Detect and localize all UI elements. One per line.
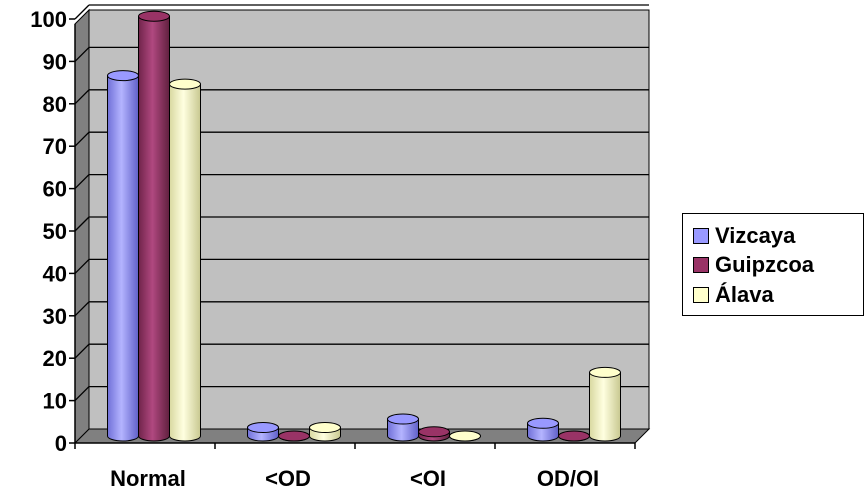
axes	[69, 18, 636, 449]
bar-alava-od	[309, 422, 341, 442]
gridline-side-40	[74, 258, 90, 274]
bar-guipzcoa-oi-top	[418, 426, 450, 438]
legend-swatch-alava	[693, 287, 709, 303]
bar-alava-normal	[169, 78, 201, 442]
plot-back-wall	[73, 8, 651, 445]
bar-alava-normal-top	[169, 78, 201, 90]
y-axis-tick-labels: 0 10 20 30 40 50 60 70 80 90 100	[30, 7, 67, 456]
bar-vizcaya-oi-top	[387, 413, 419, 425]
legend-swatch-guipzcoa	[693, 257, 709, 273]
gridline-side-20	[74, 343, 90, 359]
gridline-side-100	[74, 4, 90, 20]
bar-vizcaya-od	[247, 422, 279, 442]
x-tick-label-normal: Normal	[110, 466, 186, 491]
legend-label-vizcaya: Vizcaya	[715, 223, 796, 248]
bar-alava-od-oi-top	[589, 366, 621, 378]
gridline-side-90	[74, 46, 90, 62]
gridline-side-80	[74, 89, 90, 105]
bar-vizcaya-normal-top	[107, 70, 139, 82]
bar-alava-od-oi-body	[589, 371, 621, 442]
x-tick-label-od: <OD	[265, 466, 311, 491]
y-tick-label-80: 80	[43, 92, 67, 117]
y-tick-label-0: 0	[55, 431, 67, 456]
bar-alava-od-oi	[589, 366, 621, 442]
legend-item-guipzcoa: Guipzcoa	[693, 251, 814, 279]
y-tick-label-50: 50	[43, 219, 67, 244]
y-tick-label-20: 20	[43, 346, 67, 371]
legend-item-alava: Álava	[693, 281, 774, 309]
legend-label-guipzcoa: Guipzcoa	[715, 252, 815, 277]
bar-guipzcoa-od-oi-top	[558, 430, 590, 442]
bar-guipzcoa-oi	[418, 426, 450, 442]
bar-guipzcoa-od-top	[278, 430, 310, 442]
bar-vizcaya-od-top	[247, 422, 279, 434]
gridline-side-30	[74, 301, 90, 317]
x-axis-tick-labels: Normal <OD <OI OD/OI	[110, 466, 599, 491]
bar-vizcaya-normal	[107, 70, 139, 442]
y-tick-label-90: 90	[43, 49, 67, 74]
bar-vizcaya-od-oi-top	[527, 417, 559, 429]
bar-guipzcoa-normal	[138, 10, 170, 442]
y-tick-label-70: 70	[43, 134, 67, 159]
y-tick-label-60: 60	[43, 177, 67, 202]
gridline-side-50	[74, 216, 90, 232]
bar-guipzcoa-normal-body	[138, 15, 170, 442]
bar-guipzcoa-od	[277, 430, 311, 442]
y-tick-label-40: 40	[43, 261, 67, 286]
bar-vizcaya-od-oi	[527, 417, 559, 442]
bar-vizcaya-normal-body	[107, 75, 139, 442]
bar-guipzcoa-normal-top	[138, 10, 170, 22]
bars-group	[107, 10, 621, 442]
y-tick-label-100: 100	[30, 7, 67, 32]
bar-vizcaya-oi	[387, 413, 419, 442]
bar-alava-oi	[448, 430, 482, 442]
bar-alava-oi-top	[449, 430, 481, 442]
gridline-side-60	[74, 174, 90, 190]
bar-alava-normal-body	[169, 83, 201, 442]
legend-swatch-vizcaya	[693, 228, 709, 244]
y-tick-label-10: 10	[43, 389, 67, 414]
bar-alava-od-top	[309, 422, 341, 434]
legend-item-vizcaya: Vizcaya	[693, 222, 795, 250]
gridline-side-10	[74, 386, 90, 402]
plot-side-wall	[74, 8, 90, 445]
gridline-side-70	[74, 131, 90, 147]
legend-label-alava: Álava	[715, 282, 774, 307]
legend: Vizcaya Guipzcoa Álava	[682, 213, 864, 316]
x-tick-label-od-oi: OD/OI	[537, 466, 599, 491]
bar-guipzcoa-od-oi	[557, 430, 591, 442]
y-tick-label-30: 30	[43, 304, 67, 329]
x-tick-label-oi: <OI	[410, 466, 446, 491]
